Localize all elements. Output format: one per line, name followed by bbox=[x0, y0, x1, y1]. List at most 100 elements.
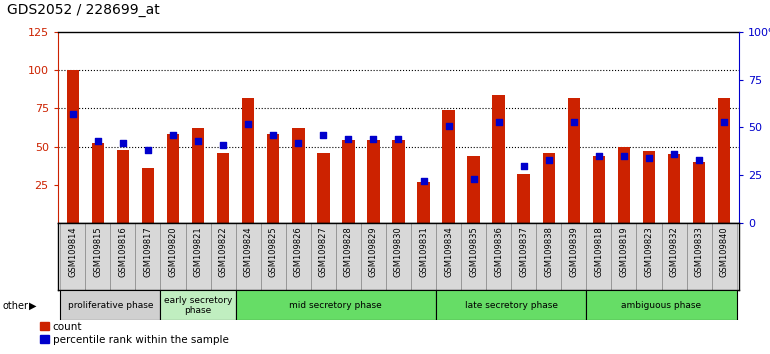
Bar bbox=[342, 141, 355, 223]
Bar bbox=[711, 223, 737, 290]
Bar bbox=[186, 223, 210, 290]
Bar bbox=[317, 153, 330, 223]
Text: GSM109838: GSM109838 bbox=[544, 227, 554, 277]
Point bbox=[242, 121, 254, 126]
Bar bbox=[192, 128, 204, 223]
Text: GSM109831: GSM109831 bbox=[419, 227, 428, 277]
Text: GSM109816: GSM109816 bbox=[119, 227, 127, 277]
Point bbox=[67, 111, 79, 117]
Bar bbox=[286, 223, 311, 290]
Point bbox=[543, 157, 555, 163]
Point bbox=[517, 163, 530, 169]
Text: GSM109814: GSM109814 bbox=[69, 227, 77, 277]
Text: GSM109815: GSM109815 bbox=[93, 227, 102, 277]
Bar bbox=[336, 223, 361, 290]
Point bbox=[467, 176, 480, 182]
Bar bbox=[210, 223, 236, 290]
Text: late secretory phase: late secretory phase bbox=[465, 301, 557, 310]
Bar bbox=[618, 147, 630, 223]
Bar bbox=[543, 153, 555, 223]
Text: GSM109817: GSM109817 bbox=[143, 227, 152, 277]
Text: GSM109826: GSM109826 bbox=[294, 227, 303, 277]
Point bbox=[417, 178, 430, 184]
Point bbox=[267, 132, 280, 138]
Text: mid secretory phase: mid secretory phase bbox=[290, 301, 382, 310]
Bar bbox=[561, 223, 587, 290]
Text: GSM109824: GSM109824 bbox=[243, 227, 253, 277]
Text: GSM109820: GSM109820 bbox=[169, 227, 178, 277]
Text: ▶: ▶ bbox=[29, 301, 37, 310]
Bar bbox=[160, 290, 236, 320]
Bar bbox=[661, 223, 687, 290]
Text: GSM109825: GSM109825 bbox=[269, 227, 278, 277]
Bar bbox=[637, 223, 661, 290]
Text: proliferative phase: proliferative phase bbox=[68, 301, 153, 310]
Point bbox=[693, 157, 705, 163]
Bar bbox=[611, 223, 637, 290]
Bar bbox=[361, 223, 386, 290]
Bar bbox=[392, 141, 405, 223]
Text: GSM109834: GSM109834 bbox=[444, 227, 453, 277]
Text: GDS2052 / 228699_at: GDS2052 / 228699_at bbox=[7, 2, 159, 17]
Bar bbox=[467, 156, 480, 223]
Point bbox=[443, 123, 455, 129]
Text: GSM109832: GSM109832 bbox=[670, 227, 678, 277]
Bar bbox=[668, 154, 681, 223]
Bar bbox=[261, 223, 286, 290]
Point bbox=[567, 119, 580, 125]
Point bbox=[317, 132, 330, 138]
Text: GSM109828: GSM109828 bbox=[344, 227, 353, 277]
Bar bbox=[693, 162, 705, 223]
Bar bbox=[687, 223, 711, 290]
Bar bbox=[85, 223, 110, 290]
Text: GSM109837: GSM109837 bbox=[519, 227, 528, 277]
Point bbox=[192, 138, 204, 144]
Text: GSM109823: GSM109823 bbox=[644, 227, 654, 277]
Text: early secretory
phase: early secretory phase bbox=[164, 296, 233, 315]
Point bbox=[643, 155, 655, 161]
Bar bbox=[136, 223, 160, 290]
Bar bbox=[217, 153, 229, 223]
Bar bbox=[718, 98, 731, 223]
Bar bbox=[160, 223, 186, 290]
Bar bbox=[411, 223, 436, 290]
Point bbox=[668, 152, 680, 157]
Point bbox=[493, 119, 505, 125]
Bar bbox=[442, 110, 455, 223]
Bar bbox=[142, 168, 154, 223]
Bar bbox=[486, 223, 511, 290]
Point bbox=[292, 140, 304, 145]
Bar bbox=[643, 151, 655, 223]
Bar bbox=[567, 98, 580, 223]
Text: GSM109839: GSM109839 bbox=[569, 227, 578, 277]
Text: GSM109819: GSM109819 bbox=[619, 227, 628, 277]
Point bbox=[92, 138, 104, 144]
Text: GSM109836: GSM109836 bbox=[494, 227, 503, 277]
Text: GSM109840: GSM109840 bbox=[720, 227, 728, 277]
Bar bbox=[536, 223, 561, 290]
Bar bbox=[242, 98, 254, 223]
Bar bbox=[517, 174, 530, 223]
Text: GSM109822: GSM109822 bbox=[219, 227, 228, 277]
Point bbox=[217, 142, 229, 148]
Point bbox=[593, 153, 605, 159]
Bar bbox=[587, 290, 737, 320]
Bar bbox=[92, 143, 104, 223]
Bar bbox=[110, 223, 136, 290]
Legend: count, percentile rank within the sample: count, percentile rank within the sample bbox=[36, 317, 233, 349]
Bar bbox=[66, 70, 79, 223]
Bar bbox=[436, 290, 587, 320]
Point bbox=[167, 132, 179, 138]
Point bbox=[342, 136, 354, 142]
Bar bbox=[461, 223, 486, 290]
Text: GSM109827: GSM109827 bbox=[319, 227, 328, 277]
Bar bbox=[493, 95, 505, 223]
Point bbox=[392, 136, 404, 142]
Bar bbox=[311, 223, 336, 290]
Bar bbox=[167, 134, 179, 223]
Bar bbox=[587, 223, 611, 290]
Bar bbox=[60, 223, 85, 290]
Point bbox=[367, 136, 380, 142]
Bar bbox=[436, 223, 461, 290]
Bar bbox=[60, 290, 160, 320]
